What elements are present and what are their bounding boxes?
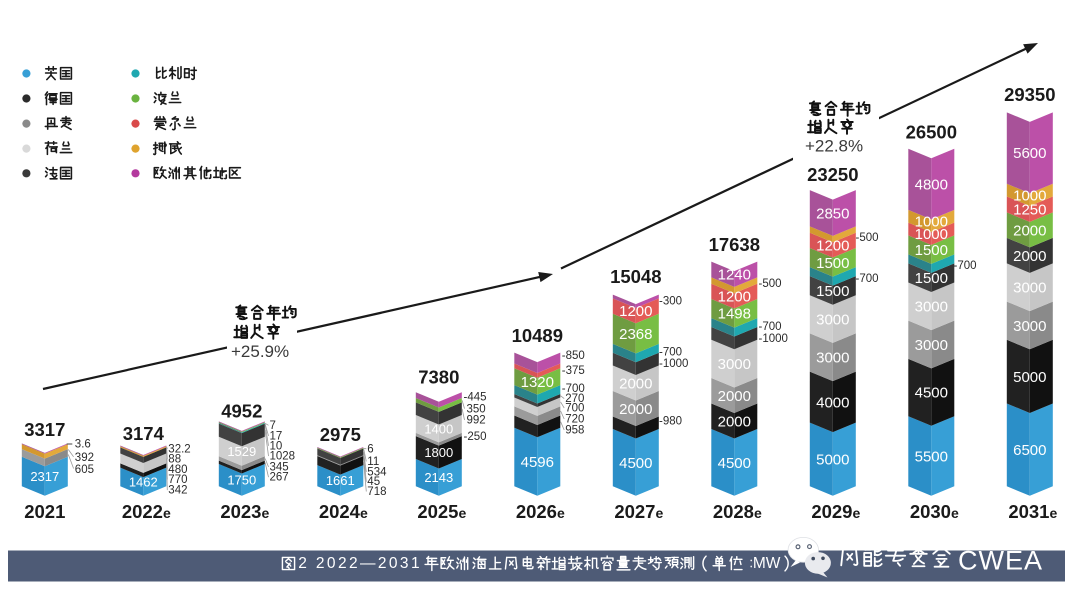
svg-text:MW: MW xyxy=(753,555,781,572)
svg-text:718: 718 xyxy=(367,486,386,498)
svg-text:4500: 4500 xyxy=(718,455,751,472)
svg-text:CWEA: CWEA xyxy=(958,546,1043,576)
svg-text:2028e: 2028e xyxy=(713,501,762,522)
svg-text:342: 342 xyxy=(168,485,187,497)
svg-text:6500: 6500 xyxy=(1013,442,1046,459)
svg-text:1750: 1750 xyxy=(227,473,256,488)
svg-text:4952: 4952 xyxy=(221,400,262,421)
svg-text:1529: 1529 xyxy=(227,444,256,459)
svg-text:3000: 3000 xyxy=(816,311,849,328)
svg-text:-500: -500 xyxy=(759,278,782,290)
svg-text:1000: 1000 xyxy=(915,213,948,230)
svg-text:2000: 2000 xyxy=(718,413,751,430)
svg-text:26500: 26500 xyxy=(906,122,957,143)
svg-text:350: 350 xyxy=(467,403,486,415)
svg-text:2 2022—2031: 2 2022—2031 xyxy=(298,555,422,572)
svg-text:1498: 1498 xyxy=(718,306,751,323)
svg-text:5000: 5000 xyxy=(816,452,849,469)
svg-text:1200: 1200 xyxy=(619,303,652,320)
svg-text:5000: 5000 xyxy=(1013,369,1046,386)
svg-text:2368: 2368 xyxy=(619,326,652,343)
svg-text:-700: -700 xyxy=(954,260,977,272)
svg-text:-250: -250 xyxy=(464,431,487,443)
svg-text:7380: 7380 xyxy=(418,366,459,387)
svg-text:958: 958 xyxy=(565,425,584,437)
svg-text:-1000: -1000 xyxy=(659,358,688,370)
svg-text:-500: -500 xyxy=(856,232,879,244)
svg-text:3000: 3000 xyxy=(718,356,751,373)
svg-text:2317: 2317 xyxy=(30,469,59,484)
svg-text:-700: -700 xyxy=(659,347,682,359)
svg-text:4596: 4596 xyxy=(521,454,554,471)
svg-text:4000: 4000 xyxy=(816,394,849,411)
svg-text:17638: 17638 xyxy=(709,234,760,255)
svg-text:3000: 3000 xyxy=(1013,318,1046,335)
svg-text:4800: 4800 xyxy=(915,176,948,193)
svg-text:2026e: 2026e xyxy=(516,501,565,522)
svg-text:1500: 1500 xyxy=(915,242,948,259)
svg-text:-375: -375 xyxy=(562,365,585,377)
svg-text:1240: 1240 xyxy=(718,267,751,284)
svg-text:1200: 1200 xyxy=(718,289,751,306)
svg-text:-700: -700 xyxy=(759,321,782,333)
svg-text:2031e: 2031e xyxy=(1008,501,1057,522)
svg-text:2021: 2021 xyxy=(24,501,65,522)
svg-text:-700: -700 xyxy=(856,273,879,285)
svg-text:2000: 2000 xyxy=(619,375,652,392)
svg-text:5600: 5600 xyxy=(1013,145,1046,162)
svg-text:1462: 1462 xyxy=(129,474,158,489)
svg-text:2975: 2975 xyxy=(320,424,361,445)
svg-text:1661: 1661 xyxy=(326,473,355,488)
svg-text:3000: 3000 xyxy=(915,299,948,316)
svg-text:2850: 2850 xyxy=(816,205,849,222)
svg-text:2029e: 2029e xyxy=(811,501,860,522)
svg-text:2024e: 2024e xyxy=(319,501,368,522)
svg-text:1400: 1400 xyxy=(424,421,453,436)
svg-text:605: 605 xyxy=(75,464,94,476)
svg-text:1500: 1500 xyxy=(915,270,948,287)
svg-text:+25.9%: +25.9% xyxy=(231,342,289,361)
svg-text:3000: 3000 xyxy=(915,337,948,354)
svg-text:2025e: 2025e xyxy=(417,501,466,522)
svg-text:1320: 1320 xyxy=(521,374,554,391)
svg-text:3174: 3174 xyxy=(123,423,165,444)
svg-text:3000: 3000 xyxy=(816,350,849,367)
svg-text:-300: -300 xyxy=(659,295,682,307)
svg-text:2000: 2000 xyxy=(1013,248,1046,265)
svg-text:29350: 29350 xyxy=(1004,84,1055,105)
svg-text:-980: -980 xyxy=(659,416,682,428)
svg-text:-445: -445 xyxy=(464,392,487,404)
svg-text:3000: 3000 xyxy=(1013,280,1046,297)
svg-text:15048: 15048 xyxy=(610,266,661,287)
svg-text:4500: 4500 xyxy=(619,455,652,472)
svg-text:2023e: 2023e xyxy=(220,501,269,522)
svg-text:+22.8%: +22.8% xyxy=(805,136,863,155)
svg-text:392: 392 xyxy=(75,452,94,464)
svg-text:-850: -850 xyxy=(562,350,585,362)
svg-text:2143: 2143 xyxy=(424,470,453,485)
svg-text:1500: 1500 xyxy=(816,283,849,300)
svg-text:10489: 10489 xyxy=(512,325,563,346)
svg-text:4500: 4500 xyxy=(915,385,948,402)
svg-text:2000: 2000 xyxy=(718,388,751,405)
svg-text:6: 6 xyxy=(367,443,373,455)
svg-text:23250: 23250 xyxy=(807,164,858,185)
svg-text:1800: 1800 xyxy=(424,445,453,460)
svg-text:-1000: -1000 xyxy=(759,333,788,345)
svg-text:3.6: 3.6 xyxy=(75,439,91,451)
svg-text:1200: 1200 xyxy=(816,238,849,255)
svg-text:992: 992 xyxy=(467,415,486,427)
svg-text:2022e: 2022e xyxy=(122,501,171,522)
svg-text:2000: 2000 xyxy=(619,401,652,418)
svg-text:267: 267 xyxy=(270,472,289,484)
svg-text:2000: 2000 xyxy=(1013,222,1046,239)
svg-text:5500: 5500 xyxy=(915,448,948,465)
svg-text:2027e: 2027e xyxy=(614,501,663,522)
svg-text:3317: 3317 xyxy=(24,419,65,440)
svg-text:2030e: 2030e xyxy=(910,501,959,522)
svg-text:1000: 1000 xyxy=(1013,187,1046,204)
svg-text:1500: 1500 xyxy=(816,255,849,272)
